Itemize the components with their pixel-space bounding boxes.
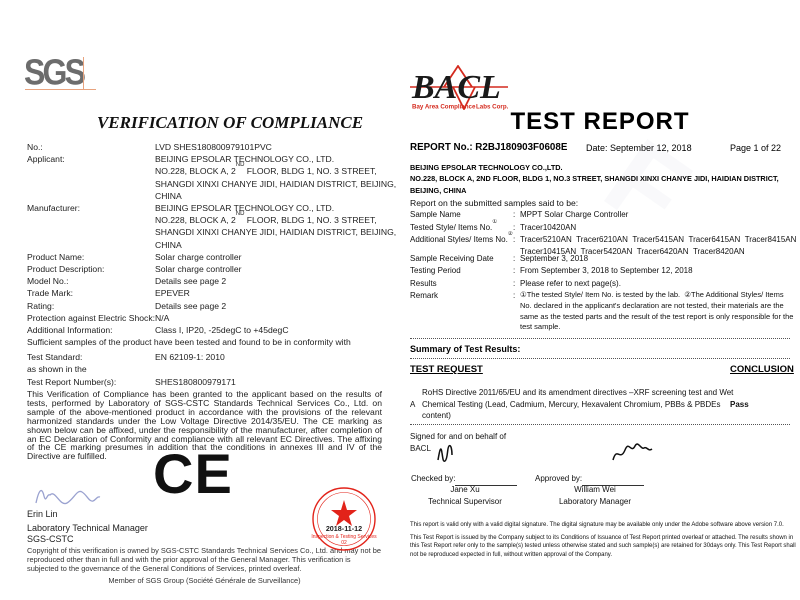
svg-text:02: 02 [341, 540, 347, 546]
svg-text:2018-11-12: 2018-11-12 [326, 524, 362, 533]
svg-text:BACL: BACL [411, 69, 501, 106]
